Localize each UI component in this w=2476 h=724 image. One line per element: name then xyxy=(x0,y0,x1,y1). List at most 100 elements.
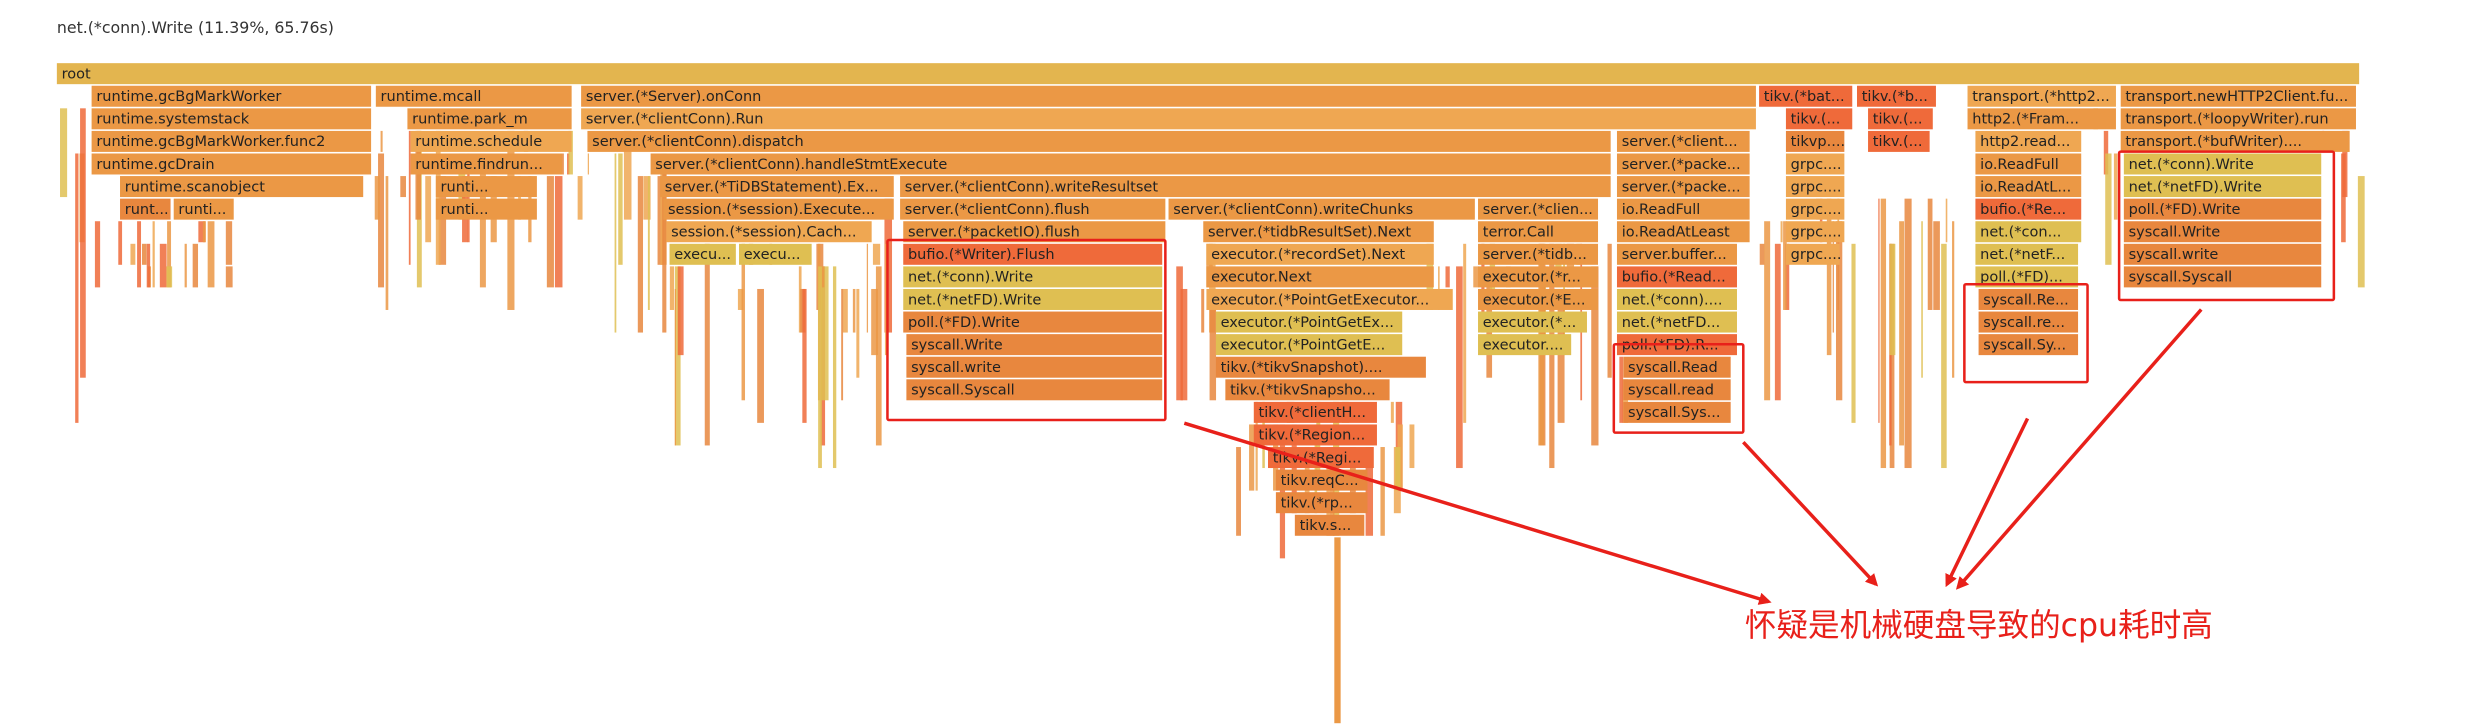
frame-box xyxy=(1206,266,1434,288)
frame-box xyxy=(2123,266,2322,288)
frame: syscall.read xyxy=(1623,379,1731,401)
frame-sliver xyxy=(1438,266,1440,310)
frame-sliver xyxy=(467,153,470,243)
frame-sliver xyxy=(1921,221,1923,378)
frame-box xyxy=(2120,108,2356,130)
frame-box xyxy=(1975,130,2082,152)
frame-label: tikv.(*bat... xyxy=(1764,89,1845,105)
frame-label: io.ReadFull xyxy=(1622,202,1701,218)
frame: poll.(*FD).Write xyxy=(903,311,1163,333)
frame-box xyxy=(1478,266,1599,288)
frame: server.(*clientConn).Run xyxy=(581,108,1756,130)
frame: server.(*clientConn).handleStmtExecute xyxy=(650,153,1611,175)
frame-sliver xyxy=(166,266,173,288)
frame: poll.(*FD)... xyxy=(1975,266,2079,288)
frame-sliver xyxy=(408,130,411,265)
frame-label: net.(*con... xyxy=(1980,225,2061,241)
frame-box xyxy=(663,198,894,220)
frame: server.(*tidb... xyxy=(1478,243,1599,265)
frame: runtime.park_m xyxy=(407,108,572,130)
frame-sliver xyxy=(1201,288,1205,333)
frame: tikv.(*rp... xyxy=(1275,492,1368,514)
frame-box xyxy=(410,153,563,175)
frame-sliver xyxy=(225,266,233,288)
frame-sliver xyxy=(1236,447,1242,536)
highlight-box xyxy=(1963,282,2089,384)
frame-label: session.(*session).Execute... xyxy=(668,202,875,218)
frame-box xyxy=(1967,108,2116,130)
frame-sliver xyxy=(1952,221,1955,378)
frame-label: poll.(*FD).Write xyxy=(2129,202,2241,218)
frame-sliver xyxy=(1835,221,1843,401)
frame-sliver xyxy=(1456,266,1463,469)
frame-sliver xyxy=(1941,243,1947,469)
frame-sliver xyxy=(704,243,710,446)
frame-sliver xyxy=(152,221,155,288)
frame-sliver xyxy=(875,266,882,446)
frame-sliver xyxy=(507,130,515,310)
frame-sliver xyxy=(202,221,206,243)
frame: server.(*clientConn).writeResultset xyxy=(900,176,1611,198)
frame-sliver xyxy=(207,221,215,288)
frame-box xyxy=(1616,266,1737,288)
frame-box xyxy=(2123,221,2322,243)
frame-sliver xyxy=(1904,198,1912,469)
frame-sliver xyxy=(415,130,421,220)
frame: executor.(*PointGetExecutor... xyxy=(1206,288,1453,310)
frame-sliver xyxy=(546,176,554,288)
frame-label: net.(*conn).Write xyxy=(2129,157,2254,173)
frame-sliver xyxy=(637,176,644,333)
highlight-boxes xyxy=(886,150,2336,434)
frame-sliver xyxy=(866,243,869,333)
frame: server.(*clientConn).writeChunks xyxy=(1168,198,1475,220)
frame-sliver xyxy=(1591,266,1599,446)
frame-sliver xyxy=(577,176,583,220)
frame-sliver xyxy=(1759,243,1765,265)
frame: runtime.schedule xyxy=(410,130,572,152)
frame-label: server.(*clientConn).writeResultset xyxy=(905,179,1159,195)
frame-sliver xyxy=(167,221,172,288)
frame-box xyxy=(1978,334,2079,356)
frame-box xyxy=(1975,266,2079,288)
frame: tikv.(*clientH... xyxy=(1253,401,1377,423)
frame-sliver xyxy=(225,221,233,265)
frame: syscall.write xyxy=(906,356,1163,378)
frame-box xyxy=(2123,198,2322,220)
frame: tikv.(*Regi... xyxy=(1268,447,1374,469)
frame-sliver xyxy=(80,108,86,378)
frame-sliver xyxy=(1819,198,1823,243)
frame-sliver xyxy=(146,243,151,288)
frame-sliver xyxy=(130,243,136,265)
frame-label: grpc.... xyxy=(1791,247,1842,263)
frame-box xyxy=(1478,311,1587,333)
frame: tikv.s... xyxy=(1294,514,1365,536)
frame-label: runti... xyxy=(441,179,489,195)
frame: executor.(*... xyxy=(1478,311,1587,333)
frame-box xyxy=(669,243,736,265)
frame-label: runtime.schedule xyxy=(415,134,542,150)
frame-label: tikv.(*Regi... xyxy=(1273,450,1362,466)
frame-sliver xyxy=(1365,447,1374,536)
frame: runtime.mcall xyxy=(375,85,572,107)
frame: execu... xyxy=(669,243,736,265)
frame-box xyxy=(407,108,572,130)
frame-box xyxy=(903,288,1163,310)
frame-box xyxy=(91,108,372,130)
frame-sliver xyxy=(1878,198,1880,423)
frame-label: syscall.re... xyxy=(1983,315,2065,331)
frame: terror.Call xyxy=(1478,221,1599,243)
frame-sliver xyxy=(192,243,199,288)
frame-sliver xyxy=(1334,537,1341,724)
frame: transport.(*http2... xyxy=(1967,85,2116,107)
frame-label: server.(*packetIO).flush xyxy=(908,225,1080,241)
frame: server.(*packe... xyxy=(1616,176,1750,198)
frame-label: runtime.findrun... xyxy=(415,157,543,173)
arrow xyxy=(1945,417,2030,588)
frame-sliver xyxy=(141,243,147,265)
frame: executor.(*PointGetEx... xyxy=(1215,311,1403,333)
frame-box xyxy=(1978,311,2079,333)
frame-box xyxy=(1268,447,1374,469)
frame-label: net.(*netF... xyxy=(1980,247,2065,263)
frame-box xyxy=(1253,401,1377,423)
frame-sliver xyxy=(669,266,675,310)
